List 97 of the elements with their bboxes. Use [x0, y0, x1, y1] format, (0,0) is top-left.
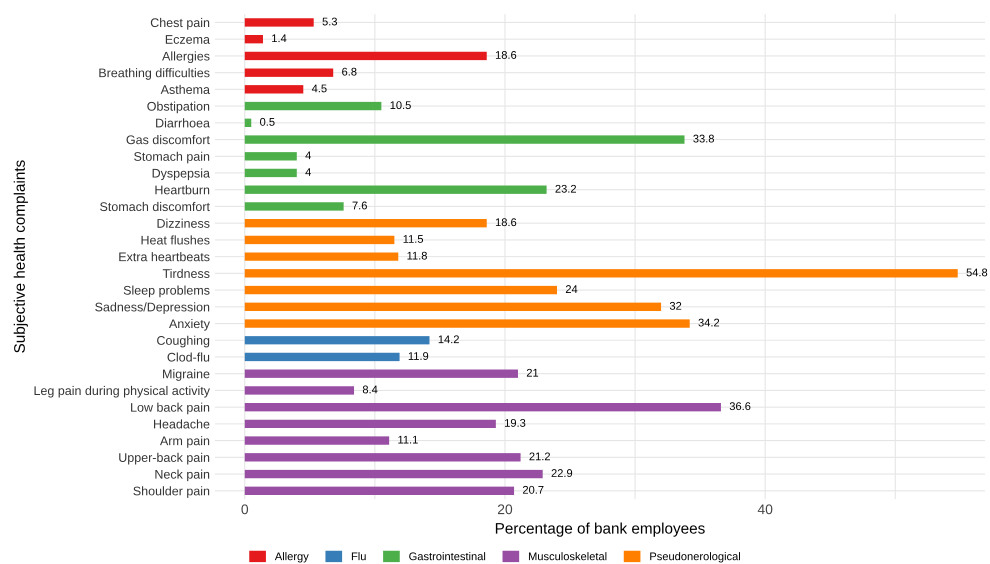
data-label: 18.6: [496, 51, 516, 59]
bar: [244, 252, 398, 261]
data-label: 11.9: [408, 352, 428, 360]
bar: [244, 370, 518, 378]
bar: [244, 135, 685, 144]
data-label: 7.6: [352, 202, 367, 210]
bar: [244, 436, 390, 445]
bar: [244, 386, 354, 395]
data-label: 0.5: [260, 118, 275, 126]
data-label: 23.2: [555, 184, 576, 193]
y-tick-label: Leg pain during physical activity: [34, 386, 210, 398]
bar: [244, 218, 487, 228]
bar: [244, 420, 496, 428]
data-label: 24: [566, 285, 578, 293]
y-axis-title: Subjective health complaints: [14, 160, 28, 353]
data-label: 21.2: [529, 452, 550, 460]
x-axis-title: Percentage of bank employees: [496, 522, 705, 537]
y-tick-label: Asthema: [160, 84, 210, 94]
data-label: 20.7: [522, 486, 544, 494]
bar: [244, 352, 400, 362]
y-tick-label: Upper-back pain: [119, 452, 210, 464]
y-tick-label: Dyspepsia: [152, 168, 210, 180]
y-tick-label: Migraine: [163, 369, 210, 381]
y-tick-label: Heartburn: [155, 185, 210, 194]
y-tick-label: Arm pain: [160, 436, 210, 448]
data-label: 11.1: [398, 436, 418, 444]
bar: [244, 202, 344, 211]
data-label: 5.3: [322, 18, 337, 26]
data-label: 4: [305, 168, 311, 176]
legend-label: Pseudonerological: [650, 552, 740, 562]
legend-label: Flu: [352, 552, 366, 560]
x-tick-label: 20: [498, 504, 512, 514]
y-tick-label: Allergies: [162, 51, 210, 64]
bar: [244, 18, 314, 27]
x-tick-label: 0: [241, 504, 248, 514]
bar: [244, 35, 263, 44]
data-label: 11.5: [404, 235, 424, 243]
bar: [244, 453, 521, 462]
bar: [244, 186, 547, 194]
y-tick-label: Headache: [154, 419, 210, 429]
data-label: 36.6: [730, 402, 750, 410]
y-tick-label: Neck pain: [155, 470, 210, 482]
y-tick-label: Anxiety: [169, 318, 210, 331]
legend-label: Allergy: [274, 552, 309, 562]
data-label: 1.4: [272, 34, 286, 42]
y-tick-label: Chest pain: [150, 18, 210, 30]
bar: [244, 269, 958, 278]
data-label: 19.3: [505, 418, 526, 427]
bar: [244, 102, 382, 110]
y-tick-label: Low back pain: [131, 402, 210, 414]
y-tick-label: Diarrhoea: [156, 118, 210, 128]
bar: [244, 236, 394, 244]
y-tick-label: Tirdness: [162, 268, 210, 278]
data-label: 14.2: [438, 335, 459, 344]
legend-label: Musculoskeletal: [528, 552, 606, 560]
y-tick-label: Sleep problems: [124, 286, 210, 298]
data-label: 4: [305, 151, 311, 160]
bar: [244, 168, 297, 178]
data-label: 54.8: [966, 268, 988, 276]
bar: [244, 402, 721, 412]
bar: [244, 302, 662, 311]
bar: [244, 152, 297, 160]
data-label: 8.4: [362, 386, 378, 394]
y-tick-label: Stomach discomfort: [100, 202, 210, 212]
y-tick-label: Clod-flu: [168, 352, 210, 362]
x-tick-label: 40: [758, 504, 772, 514]
data-label: 22.9: [552, 469, 572, 478]
data-label: 18.6: [496, 218, 516, 226]
bar: [244, 85, 304, 94]
y-tick-label: Extra heartbeats: [119, 252, 210, 262]
data-label: 10.5: [390, 101, 411, 110]
bar: [244, 470, 543, 478]
bar: [244, 486, 514, 495]
y-tick-label: Shoulder pain: [133, 486, 210, 498]
bar: [244, 68, 334, 77]
data-label: 33.8: [693, 134, 714, 143]
bar: [244, 319, 690, 328]
y-tick-label: Heat flushes: [142, 235, 210, 245]
bar: [244, 286, 558, 294]
y-tick-label: Obstipation: [147, 102, 210, 114]
y-tick-label: Dizziness: [158, 218, 210, 228]
y-tick-label: Breathing difficulties: [99, 68, 210, 80]
bar: [244, 52, 487, 60]
data-label: 6.8: [342, 68, 357, 76]
bar: [244, 118, 252, 127]
y-tick-label: Coughing: [157, 336, 210, 348]
data-label: 11.8: [407, 252, 427, 260]
data-label: 32: [670, 302, 682, 310]
bar: [244, 336, 430, 344]
data-label: 4.5: [312, 84, 327, 92]
y-tick-label: Gas discomfort: [126, 135, 210, 144]
y-tick-label: Eczema: [166, 35, 210, 44]
data-label: 21: [526, 368, 538, 377]
legend-label: Gastrointestinal: [409, 552, 486, 560]
y-tick-label: Sadness/Depression: [95, 302, 210, 314]
y-tick-label: Stomach pain: [134, 152, 210, 164]
data-label: 34.2: [698, 318, 720, 327]
